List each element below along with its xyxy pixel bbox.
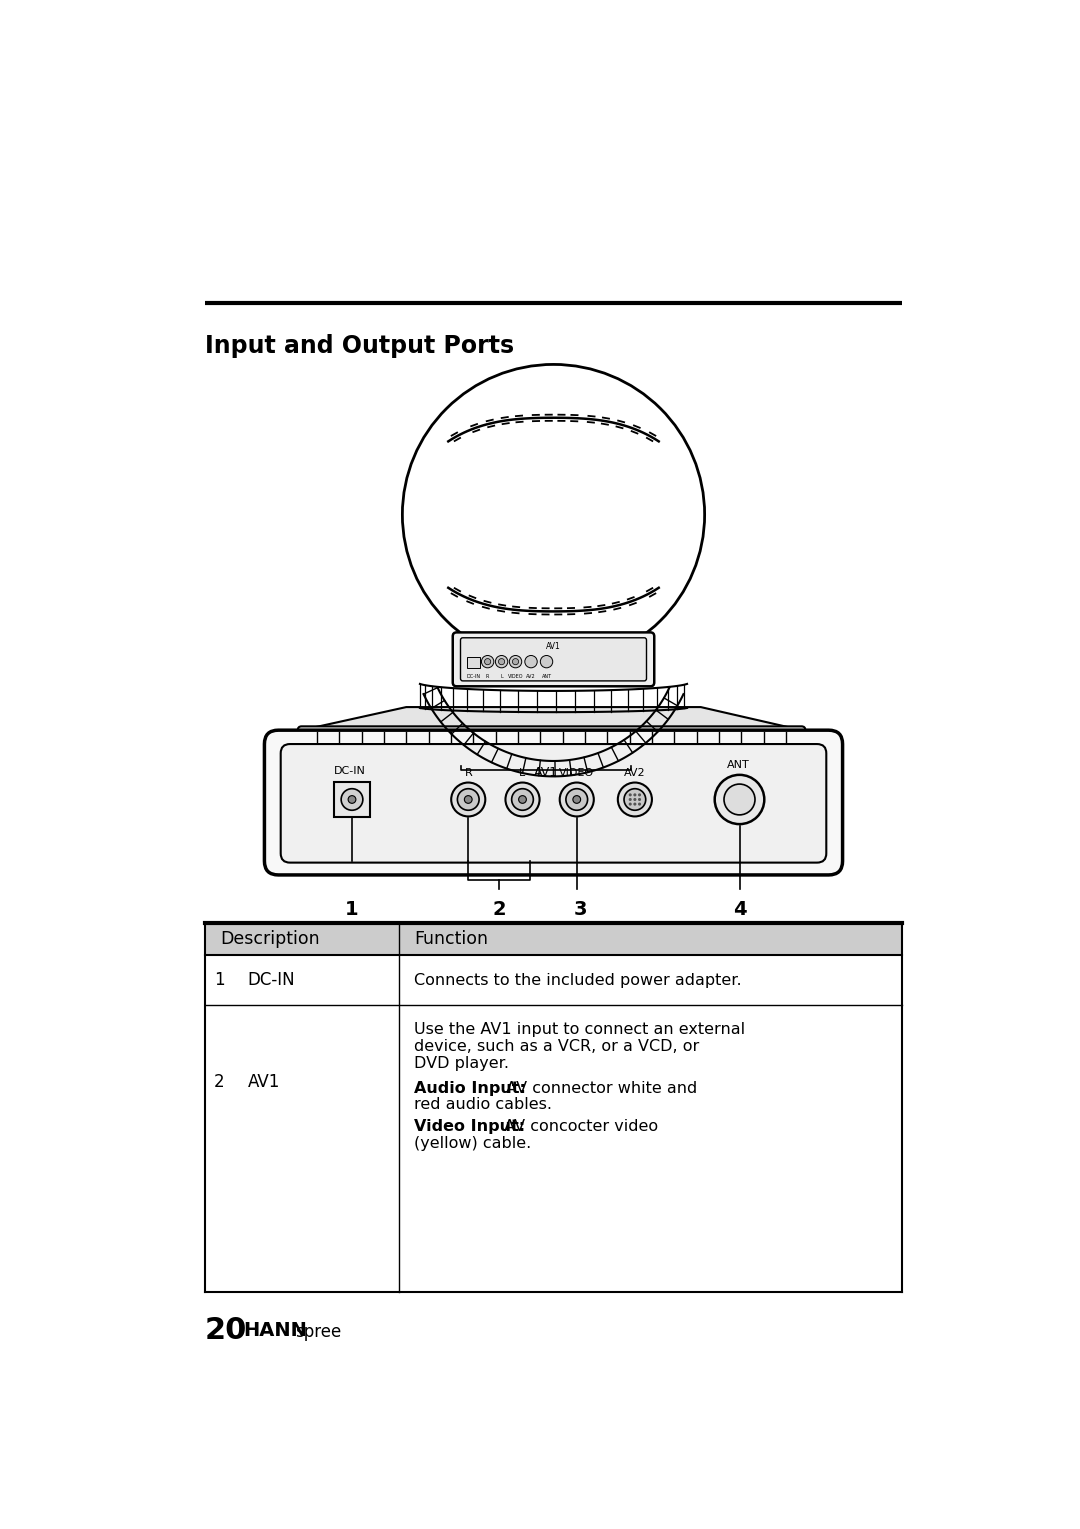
Circle shape xyxy=(633,803,636,806)
Circle shape xyxy=(464,795,472,803)
Text: 2: 2 xyxy=(492,899,507,919)
Circle shape xyxy=(629,798,632,801)
Text: Function: Function xyxy=(414,930,488,948)
Circle shape xyxy=(499,659,504,665)
Text: Use the AV1 input to connect an external: Use the AV1 input to connect an external xyxy=(414,1021,745,1037)
Text: DC-IN: DC-IN xyxy=(467,674,481,679)
Circle shape xyxy=(451,783,485,816)
Circle shape xyxy=(458,789,480,810)
Text: ANT: ANT xyxy=(541,674,552,679)
Bar xyxy=(334,781,369,816)
FancyBboxPatch shape xyxy=(281,745,826,862)
Text: DC-IN: DC-IN xyxy=(247,971,295,989)
Text: AV2: AV2 xyxy=(624,768,646,778)
Text: 1: 1 xyxy=(346,899,359,919)
Text: 4: 4 xyxy=(732,899,746,919)
Circle shape xyxy=(512,659,518,665)
Text: HANN: HANN xyxy=(243,1321,308,1339)
Circle shape xyxy=(724,784,755,815)
Circle shape xyxy=(624,789,646,810)
Text: 20: 20 xyxy=(205,1316,247,1346)
Bar xyxy=(205,922,902,956)
Circle shape xyxy=(638,794,642,797)
Circle shape xyxy=(715,775,765,824)
Text: Audio Input:: Audio Input: xyxy=(414,1081,526,1096)
Circle shape xyxy=(633,798,636,801)
Circle shape xyxy=(505,783,540,816)
Bar xyxy=(468,657,480,668)
Circle shape xyxy=(512,789,534,810)
Text: ANT: ANT xyxy=(727,760,750,771)
Text: Description: Description xyxy=(220,930,320,948)
Text: 2: 2 xyxy=(214,1073,225,1092)
Circle shape xyxy=(638,803,642,806)
Text: Connects to the included power adapter.: Connects to the included power adapter. xyxy=(414,972,742,988)
FancyBboxPatch shape xyxy=(265,731,842,875)
Circle shape xyxy=(572,795,581,803)
Text: AV concocter video: AV concocter video xyxy=(499,1119,659,1135)
Text: Input and Output Ports: Input and Output Ports xyxy=(205,333,514,358)
Text: VIDEO: VIDEO xyxy=(508,674,524,679)
Circle shape xyxy=(485,659,490,665)
Circle shape xyxy=(629,794,632,797)
Text: (yellow) cable.: (yellow) cable. xyxy=(414,1136,531,1151)
Text: R: R xyxy=(486,674,489,679)
Circle shape xyxy=(518,795,526,803)
Circle shape xyxy=(638,798,642,801)
Text: AV1: AV1 xyxy=(247,1073,280,1092)
Circle shape xyxy=(566,789,588,810)
Polygon shape xyxy=(301,706,801,731)
Text: DVD player.: DVD player. xyxy=(414,1057,509,1070)
FancyBboxPatch shape xyxy=(460,638,647,680)
Text: device, such as a VCR, or a VCD, or: device, such as a VCR, or a VCD, or xyxy=(414,1038,699,1053)
Text: AV1: AV1 xyxy=(546,642,561,651)
Circle shape xyxy=(348,795,356,803)
Circle shape xyxy=(629,803,632,806)
Circle shape xyxy=(510,656,522,668)
FancyBboxPatch shape xyxy=(298,726,806,749)
Text: L: L xyxy=(519,768,526,778)
Text: L: L xyxy=(500,674,503,679)
FancyBboxPatch shape xyxy=(453,633,654,687)
Text: R: R xyxy=(464,768,472,778)
Circle shape xyxy=(525,656,537,668)
Text: 3: 3 xyxy=(573,899,588,919)
Circle shape xyxy=(633,794,636,797)
Text: AV connector white and: AV connector white and xyxy=(501,1081,697,1096)
Text: Video Input:: Video Input: xyxy=(414,1119,525,1135)
Text: VIDEO: VIDEO xyxy=(559,768,594,778)
Text: spree: spree xyxy=(295,1323,341,1341)
Circle shape xyxy=(618,783,652,816)
Circle shape xyxy=(559,783,594,816)
Circle shape xyxy=(540,656,553,668)
Circle shape xyxy=(482,656,494,668)
Circle shape xyxy=(341,789,363,810)
Text: AV2: AV2 xyxy=(526,674,536,679)
Text: 1: 1 xyxy=(214,971,225,989)
Text: DC-IN: DC-IN xyxy=(334,766,365,777)
Text: red audio cables.: red audio cables. xyxy=(414,1098,552,1113)
Circle shape xyxy=(496,656,508,668)
Text: AV1: AV1 xyxy=(534,766,557,780)
